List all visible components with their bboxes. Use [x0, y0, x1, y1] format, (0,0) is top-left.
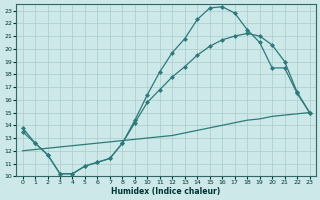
X-axis label: Humidex (Indice chaleur): Humidex (Indice chaleur): [111, 187, 221, 196]
